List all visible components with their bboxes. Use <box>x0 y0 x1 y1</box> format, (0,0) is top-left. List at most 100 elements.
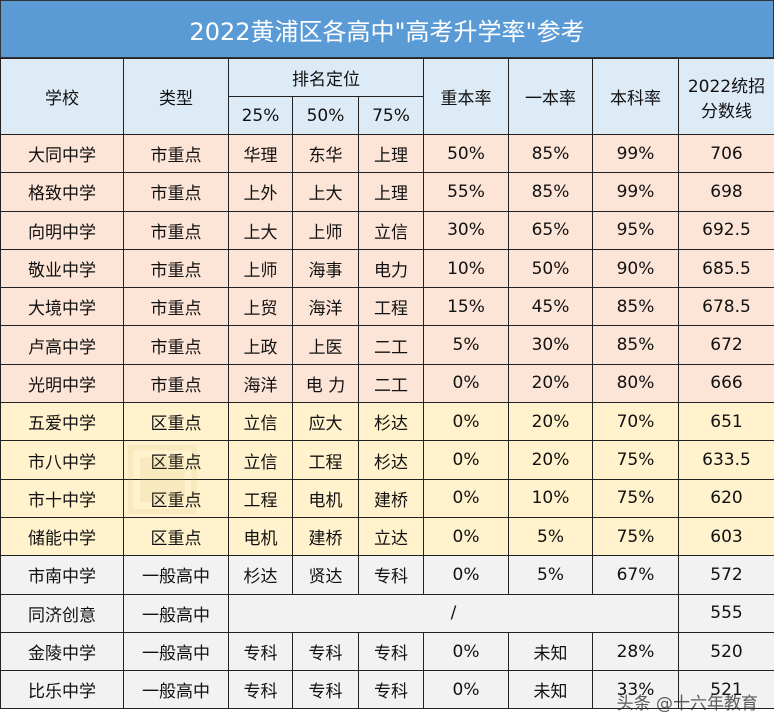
bachelor-rate-cell: 75% <box>592 478 679 518</box>
p25-cell: 上外 <box>228 172 293 212</box>
header-score-line-1: 2022统招 <box>687 76 766 97</box>
bachelor-rate-cell: 28% <box>592 631 679 672</box>
tier1-rate-cell: 20% <box>508 440 593 480</box>
bachelor-rate-cell: 99% <box>592 172 679 212</box>
school-cell: 大境中学 <box>0 287 124 327</box>
bachelor-rate-cell: 80% <box>592 363 679 404</box>
p25-cell: 上师 <box>228 248 293 289</box>
p25-cell: 杉达 <box>228 555 293 595</box>
bachelor-rate-cell: 85% <box>592 325 679 365</box>
header-ranking: 排名定位 <box>228 58 424 97</box>
key-rate-cell: 0% <box>423 631 509 672</box>
admission-rate-table: 学校 类型 排名定位 重本率 一本率 本科率 2022统招 分数线 25% 50%… <box>0 58 774 710</box>
header-score-line: 2022统招 分数线 <box>678 58 774 135</box>
table-row: 市八中学 区重点 立信 工程 杉达 0% 20% 75% 633.5 <box>0 440 774 480</box>
key-rate-cell: 5% <box>423 325 509 365</box>
p75-cell: 工程 <box>358 287 424 327</box>
table-row: 同济创意 一般高中/555 <box>0 593 774 633</box>
score-cell: 666 <box>678 363 774 404</box>
header-p25: 25% <box>228 96 293 135</box>
p75-cell: 二工 <box>358 363 424 404</box>
school-cell: 向明中学 <box>0 210 124 250</box>
table-row: 敬业中学 市重点 上师 海事 电力 10% 50% 90% 685.5 <box>0 248 774 289</box>
p25-cell: 上贸 <box>228 287 293 327</box>
table-row: 卢高中学 市重点 上政 上医 二工 5% 30% 85% 672 <box>0 325 774 365</box>
p25-cell: 华理 <box>228 133 293 174</box>
header-p75: 75% <box>358 96 424 135</box>
table-row: 市南中学 一般高中 杉达 贤达 专科 0% 5% 67% 572 <box>0 555 774 595</box>
table-row: 向明中学 市重点 上大 上师 立信 30% 65% 95% 692.5 <box>0 210 774 250</box>
type-cell: 一般高中 <box>123 593 229 633</box>
p25-cell: 工程 <box>228 478 293 518</box>
header-score-line-2: 分数线 <box>701 101 752 122</box>
p75-cell: 专科 <box>358 631 424 672</box>
p50-cell: 应大 <box>292 402 359 442</box>
school-cell: 市八中学 <box>0 440 124 480</box>
p75-cell: 专科 <box>358 670 424 710</box>
type-cell: 市重点 <box>123 172 229 212</box>
type-cell: 一般高中 <box>123 555 229 595</box>
school-cell: 储能中学 <box>0 516 124 557</box>
p50-cell: 东华 <box>292 133 359 174</box>
type-cell: 区重点 <box>123 478 229 518</box>
school-cell: 市南中学 <box>0 555 124 595</box>
school-cell: 光明中学 <box>0 363 124 404</box>
merged-cell: / <box>228 593 679 633</box>
tier1-rate-cell: 未知 <box>508 631 593 672</box>
tier1-rate-cell: 85% <box>508 172 593 212</box>
header-type: 类型 <box>123 58 229 135</box>
bachelor-rate-cell: 85% <box>592 287 679 327</box>
score-cell: 651 <box>678 402 774 442</box>
score-cell: 678.5 <box>678 287 774 327</box>
p50-cell: 专科 <box>292 670 359 710</box>
key-rate-cell: 0% <box>423 402 509 442</box>
p75-cell: 上理 <box>358 133 424 174</box>
header-tier1-rate: 一本率 <box>508 58 593 135</box>
header-bachelor-rate: 本科率 <box>592 58 679 135</box>
p75-cell: 专科 <box>358 555 424 595</box>
school-cell: 敬业中学 <box>0 248 124 289</box>
p25-cell: 上政 <box>228 325 293 365</box>
p75-cell: 立信 <box>358 210 424 250</box>
bachelor-rate-cell: 95% <box>592 210 679 250</box>
score-cell: 706 <box>678 133 774 174</box>
type-cell: 市重点 <box>123 248 229 289</box>
p25-cell: 立信 <box>228 402 293 442</box>
header-key-rate: 重本率 <box>423 58 509 135</box>
score-cell: 685.5 <box>678 248 774 289</box>
table-row: 储能中学 区重点 电机 建桥 立达 0% 5% 75% 603 <box>0 516 774 557</box>
key-rate-cell: 10% <box>423 248 509 289</box>
tier1-rate-cell: 20% <box>508 402 593 442</box>
p50-cell: 上师 <box>292 210 359 250</box>
p50-cell: 工程 <box>292 440 359 480</box>
p50-cell: 上医 <box>292 325 359 365</box>
score-cell: 672 <box>678 325 774 365</box>
key-rate-cell: 0% <box>423 516 509 557</box>
bachelor-rate-cell: 70% <box>592 402 679 442</box>
table-row: 金陵中学 一般高中 专科 专科 专科 0% 未知 28% 520 <box>0 631 774 672</box>
p50-cell: 海洋 <box>292 287 359 327</box>
p75-cell: 二工 <box>358 325 424 365</box>
p50-cell: 贤达 <box>292 555 359 595</box>
p50-cell: 上大 <box>292 172 359 212</box>
type-cell: 市重点 <box>123 210 229 250</box>
type-cell: 区重点 <box>123 440 229 480</box>
type-cell: 区重点 <box>123 516 229 557</box>
school-cell: 卢高中学 <box>0 325 124 365</box>
tier1-rate-cell: 85% <box>508 133 593 174</box>
school-cell: 大同中学 <box>0 133 124 174</box>
type-cell: 市重点 <box>123 133 229 174</box>
key-rate-cell: 15% <box>423 287 509 327</box>
table-row: 五爱中学 区重点 立信 应大 杉达 0% 20% 70% 651 <box>0 402 774 442</box>
p25-cell: 电机 <box>228 516 293 557</box>
table-row: 比乐中学 一般高中 专科 专科 专科 0% 未知 33% 521 <box>0 670 774 710</box>
type-cell: 市重点 <box>123 287 229 327</box>
bachelor-rate-cell: 67% <box>592 555 679 595</box>
score-cell: 555 <box>678 593 774 633</box>
p25-cell: 专科 <box>228 631 293 672</box>
score-cell: 603 <box>678 516 774 557</box>
score-cell: 572 <box>678 555 774 595</box>
score-cell: 698 <box>678 172 774 212</box>
key-rate-cell: 50% <box>423 133 509 174</box>
bachelor-rate-cell: 75% <box>592 440 679 480</box>
